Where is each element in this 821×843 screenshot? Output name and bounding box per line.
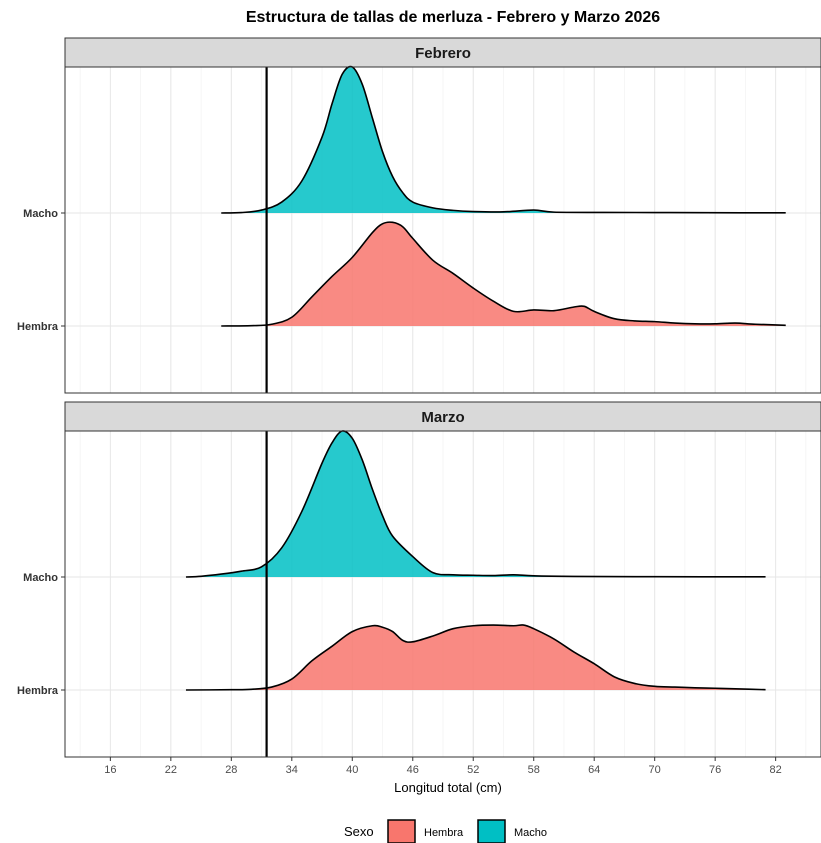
legend-title: Sexo (344, 824, 374, 839)
legend-label-hembra: Hembra (424, 827, 464, 839)
density-line-macho (221, 65, 786, 214)
panel-border (64, 66, 821, 394)
panel-febrero: Febrero Macho Hembra (17, 37, 821, 394)
facet-strip-label: Febrero (415, 45, 471, 62)
panel-border (64, 430, 821, 758)
density-area-macho (185, 430, 766, 577)
density-area-macho (221, 66, 786, 213)
plot-layer: Febrero Macho Hembra Marzo Macho Hembra 16 22 28… (17, 37, 821, 776)
density-line-macho (185, 430, 766, 578)
x-tick-label: 22 (165, 764, 177, 776)
panel-marzo: Marzo Macho Hembra (17, 401, 821, 758)
x-tick-label: 64 (588, 764, 600, 776)
x-tick-label: 46 (407, 764, 419, 776)
y-tick-label: Hembra (17, 685, 59, 697)
legend: Sexo Hembra Macho (344, 819, 547, 843)
y-tick-label: Macho (23, 572, 58, 584)
legend-label-macho: Macho (514, 827, 547, 839)
x-tick-label: 28 (225, 764, 237, 776)
x-tick-label: 40 (346, 764, 358, 776)
x-axis-label: Longitud total (cm) (394, 780, 502, 795)
legend-key-hembra (387, 819, 416, 843)
x-tick-label: 82 (770, 764, 782, 776)
chart-title: Estructura de tallas de merluza - Febrer… (246, 9, 660, 26)
y-tick-label: Macho (23, 208, 58, 220)
x-tick-label: 34 (286, 764, 298, 776)
facet-strip (64, 37, 821, 68)
facet-strip-label: Marzo (421, 409, 464, 426)
x-tick-label: 70 (649, 764, 661, 776)
density-line-hembra (185, 624, 766, 691)
legend-key-macho (477, 819, 506, 843)
x-tick-label: 52 (467, 764, 479, 776)
density-line-hembra (221, 221, 786, 327)
density-area-hembra (221, 222, 786, 326)
x-tick-label: 58 (528, 764, 540, 776)
density-area-hembra (185, 624, 766, 690)
x-tick-label: 16 (104, 764, 116, 776)
y-tick-label: Hembra (17, 321, 59, 333)
x-tick-label: 76 (709, 764, 721, 776)
